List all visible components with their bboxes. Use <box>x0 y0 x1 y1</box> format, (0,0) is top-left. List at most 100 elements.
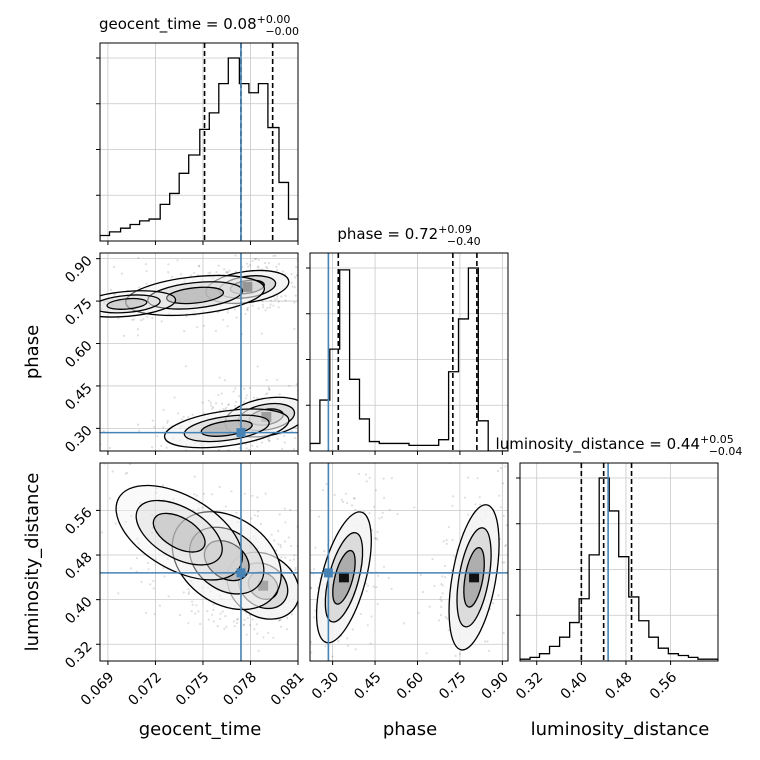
sample-point <box>294 294 297 297</box>
sample-point <box>272 670 274 672</box>
sample-point <box>147 568 150 571</box>
sample-point <box>108 446 111 450</box>
sample-point <box>211 407 214 410</box>
panel-title-geocent_time: geocent_time = 0.08+0.00 −0.00 <box>99 13 299 38</box>
sample-point <box>83 480 85 482</box>
sample-point <box>60 291 62 293</box>
sample-point <box>245 262 249 265</box>
sample-point <box>479 503 482 506</box>
sample-point <box>352 497 355 500</box>
sample-point <box>496 419 498 421</box>
sample-point <box>299 613 301 615</box>
sample-point <box>346 644 350 647</box>
sample-point <box>131 318 134 321</box>
sample-point <box>447 629 450 632</box>
sample-point <box>224 408 227 411</box>
sample-point <box>351 628 354 631</box>
sample-point <box>242 623 245 627</box>
sample-point <box>173 230 175 232</box>
sample-point <box>251 458 253 460</box>
sample-point <box>464 496 467 499</box>
sample-point <box>246 616 249 620</box>
sample-point <box>214 329 217 333</box>
panel-title-luminosity_distance: luminosity_distance = 0.44+0.05 −0.04 <box>496 433 743 458</box>
sample-point <box>313 616 316 619</box>
sample-point <box>321 751 323 753</box>
sample-point <box>218 453 220 455</box>
sample-point <box>492 602 495 605</box>
sample-point <box>247 448 250 451</box>
sample-point <box>280 451 282 453</box>
sample-point <box>135 557 138 560</box>
sample-point <box>256 397 259 400</box>
sample-point <box>137 256 140 259</box>
sample-point <box>311 425 313 427</box>
sample-point <box>217 264 220 267</box>
x-axis-label-phase: phase <box>383 719 437 740</box>
sample-point <box>510 542 512 544</box>
x-tick-label: 0.45 <box>351 669 384 702</box>
sample-point <box>212 620 216 623</box>
sample-point <box>151 526 154 529</box>
x-tick-label: 0.069 <box>78 669 118 709</box>
sample-point <box>222 318 225 321</box>
sample-point <box>262 636 265 639</box>
sample-point <box>80 459 82 461</box>
sample-point <box>243 455 245 457</box>
sample-point <box>187 416 190 419</box>
sample-point <box>243 387 246 390</box>
sample-point <box>365 473 368 476</box>
sample-point <box>242 623 245 626</box>
sample-point <box>176 412 180 415</box>
sample-point <box>314 609 317 612</box>
sample-point <box>426 687 428 689</box>
sample-point <box>244 312 247 315</box>
sample-point <box>280 556 283 559</box>
sample-point <box>79 540 81 542</box>
sample-point <box>302 284 304 286</box>
sample-point <box>455 752 457 754</box>
sample-point <box>342 410 344 412</box>
sample-point <box>362 437 364 439</box>
sample-point <box>444 676 446 678</box>
sample-point <box>293 554 296 557</box>
sample-point <box>445 675 447 677</box>
sample-point <box>202 506 205 509</box>
sample-point <box>290 281 293 284</box>
sample-point <box>382 565 386 568</box>
sample-point <box>178 614 181 617</box>
sample-point <box>251 304 254 307</box>
sample-point <box>160 320 163 323</box>
sample-point <box>368 476 371 479</box>
sample-point <box>305 611 307 613</box>
sample-point <box>256 510 260 513</box>
sample-point <box>280 447 284 450</box>
sample-point <box>382 477 385 480</box>
sample-point <box>235 511 238 514</box>
sample-point <box>282 434 286 437</box>
sample-point <box>210 613 214 616</box>
sample-point <box>120 272 123 275</box>
sample-point <box>453 555 456 558</box>
panel-content <box>100 43 298 241</box>
sample-point <box>218 485 221 488</box>
sample-point <box>227 403 230 406</box>
panel-title-phase: phase = 0.72+0.09 −0.40 <box>337 223 480 248</box>
sample-point <box>210 493 213 496</box>
sample-point <box>267 439 270 442</box>
sample-point <box>512 492 514 494</box>
sample-point <box>306 285 308 287</box>
sample-point <box>344 390 346 392</box>
sample-point <box>167 595 170 598</box>
sample-point <box>319 540 321 542</box>
sample-point <box>149 583 152 586</box>
sample-point <box>433 431 435 433</box>
sample-point <box>345 406 347 408</box>
sample-point <box>248 624 252 627</box>
sample-point <box>233 625 236 628</box>
sample-point <box>281 270 284 273</box>
panel-phase-luminosity_distance: 0.30 0.45 0.60 0.75 0.90 <box>272 410 514 754</box>
sample-point <box>306 420 308 422</box>
sample-point <box>48 317 50 319</box>
